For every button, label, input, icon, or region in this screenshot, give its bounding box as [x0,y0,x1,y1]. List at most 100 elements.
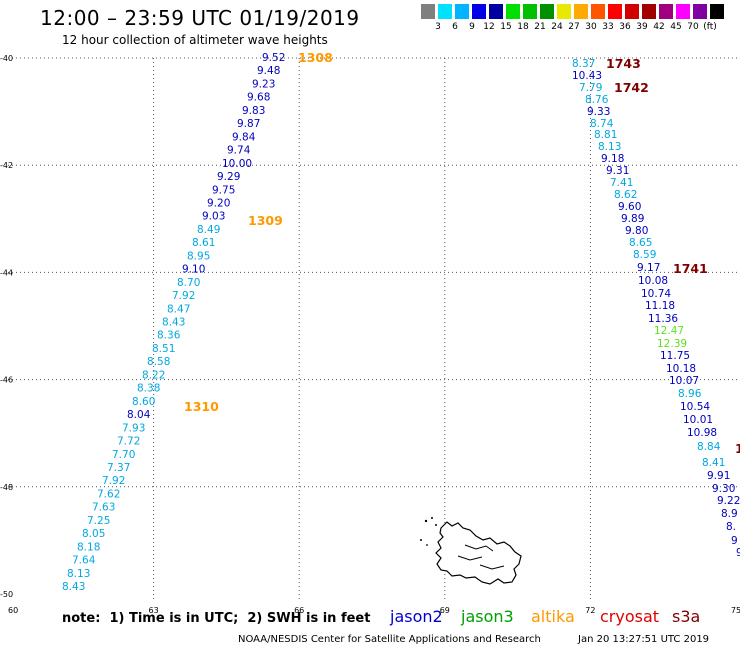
swh-reading: 9.18 [601,153,624,165]
scale-label: 18 [517,22,529,32]
swh-reading: 9.33 [587,106,610,118]
swh-reading: 11.75 [660,350,690,362]
swh-reading: 8.05 [82,528,105,540]
swh-reading: 8.62 [614,189,637,201]
scale-swatch [421,4,435,19]
swh-reading: 8.59 [633,249,656,261]
swh-reading: 9.10 [182,264,205,276]
scale-swatch [472,4,486,19]
scale-swatch [523,4,537,19]
swh-reading: 7.92 [102,475,125,487]
swh-reading: 8.37 [572,58,595,70]
swh-reading: 10.98 [687,427,717,439]
latitude-tick-label: -40 [0,54,13,63]
longitude-tick-label: 63 [149,606,159,615]
scale-swatch [591,4,605,19]
legend-cryosat: cryosat [600,607,660,626]
scale-label: 36 [619,22,631,32]
scale-label: 30 [585,22,597,32]
scale-label: (ft) [703,22,717,32]
scale-label: 21 [534,22,546,32]
swh-reading: 9.03 [202,211,225,223]
swh-reading: 12.47 [654,325,684,337]
timestamp: Jan 20 13:27:51 UTC 2019 [578,634,710,645]
swh-reading: 10.00 [222,158,252,170]
swh-reading: 9 [731,535,738,547]
scale-swatch [659,4,673,19]
latitude-tick-label: -42 [0,161,13,170]
swh-reading: 7.37 [107,462,130,474]
swh-reading: 9.20 [207,198,230,210]
swh-reading: 8.95 [187,250,210,262]
scale-swatch [608,4,622,19]
swh-reading: 11.36 [648,313,678,325]
swh-reading: 10.08 [638,275,668,287]
swh-reading: 7.72 [117,436,140,448]
scale-swatch [710,4,724,19]
swh-reading: 12.39 [657,338,687,350]
swh-reading: 10.01 [683,414,713,426]
swh-reading: 8.04 [127,409,151,421]
swh-reading: 9.83 [242,105,265,117]
swh-reading: 11.18 [645,300,675,312]
pass-time-label: 1309 [248,213,283,228]
scale-label: 24 [551,22,563,32]
scale-label: 12 [483,22,495,32]
swh-reading: 9.30 [712,483,735,495]
swh-reading: 8.81 [594,129,617,141]
longitude-tick-label: 69 [440,606,450,615]
pass-time-label: 1743 [606,56,641,71]
swh-reading: 9.17 [637,262,660,274]
latitude-tick-label: -48 [0,483,13,492]
swh-reading: 8.61 [192,237,215,249]
pass-time-label: 1310 [184,399,219,414]
scale-swatch [693,4,707,19]
kerguelen-island-outline [420,517,522,585]
longitude-tick-label: 72 [585,606,595,615]
swh-reading: 8. [726,521,736,533]
scale-label: 39 [636,22,648,32]
swh-reading: 8.22 [142,369,165,381]
legend-s3a: s3a [672,607,701,626]
scale-swatch [676,4,690,19]
longitude-tick-label: 66 [294,606,304,615]
swh-reading: 7.79 [579,82,602,94]
swh-reading: 8.49 [197,224,220,236]
scale-swatch [557,4,571,19]
swh-reading: 10.07 [669,375,699,387]
swh-reading: 7.41 [610,177,633,189]
swh-reading: 9.60 [618,201,641,213]
swh-reading: 8.9 [721,508,738,520]
swh-reading: 8.60 [132,396,155,408]
swh-reading: 9.87 [237,118,260,130]
swh-reading: 9.68 [247,92,270,104]
scale-swatch [506,4,520,19]
lat-lon-grid: 60 63 66 69 72 75 -40 -42 -44 -46 -48 -50 [0,54,740,615]
swh-reading: 9.80 [625,225,648,237]
swh-reading: 8.13 [67,568,90,580]
swh-reading: 9 [736,547,740,559]
swh-reading: 10.54 [680,401,710,413]
scale-label: 6 [452,22,458,32]
swh-reading: 8.43 [62,581,85,593]
pass-time-label: 1 [735,441,740,456]
scale-swatch [540,4,554,19]
map-subtitle: 12 hour collection of altimeter wave hei… [62,33,328,47]
swh-reading: 8.41 [702,457,725,469]
swh-reading: 10.74 [641,288,671,300]
pass-time-label: 1741 [673,261,708,276]
swh-reading: 8.96 [678,388,702,400]
scale-label: 42 [653,22,665,32]
swh-reading: 8.84 [697,441,721,453]
scale-swatch [625,4,639,19]
credit-line: NOAA/NESDIS Center for Satellite Applica… [238,634,541,645]
pass-time-label: 1742 [614,80,649,95]
units-note: note: 1) Time is in UTC; 2) SWH is in fe… [62,611,371,626]
longitude-tick-label: 75 [731,606,740,615]
swh-reading: 8.38 [137,383,160,395]
swh-reading: 8.36 [157,330,181,342]
scale-label: 70 [687,22,699,32]
swh-reading: 9.48 [257,65,280,77]
scale-label: 27 [568,22,580,32]
